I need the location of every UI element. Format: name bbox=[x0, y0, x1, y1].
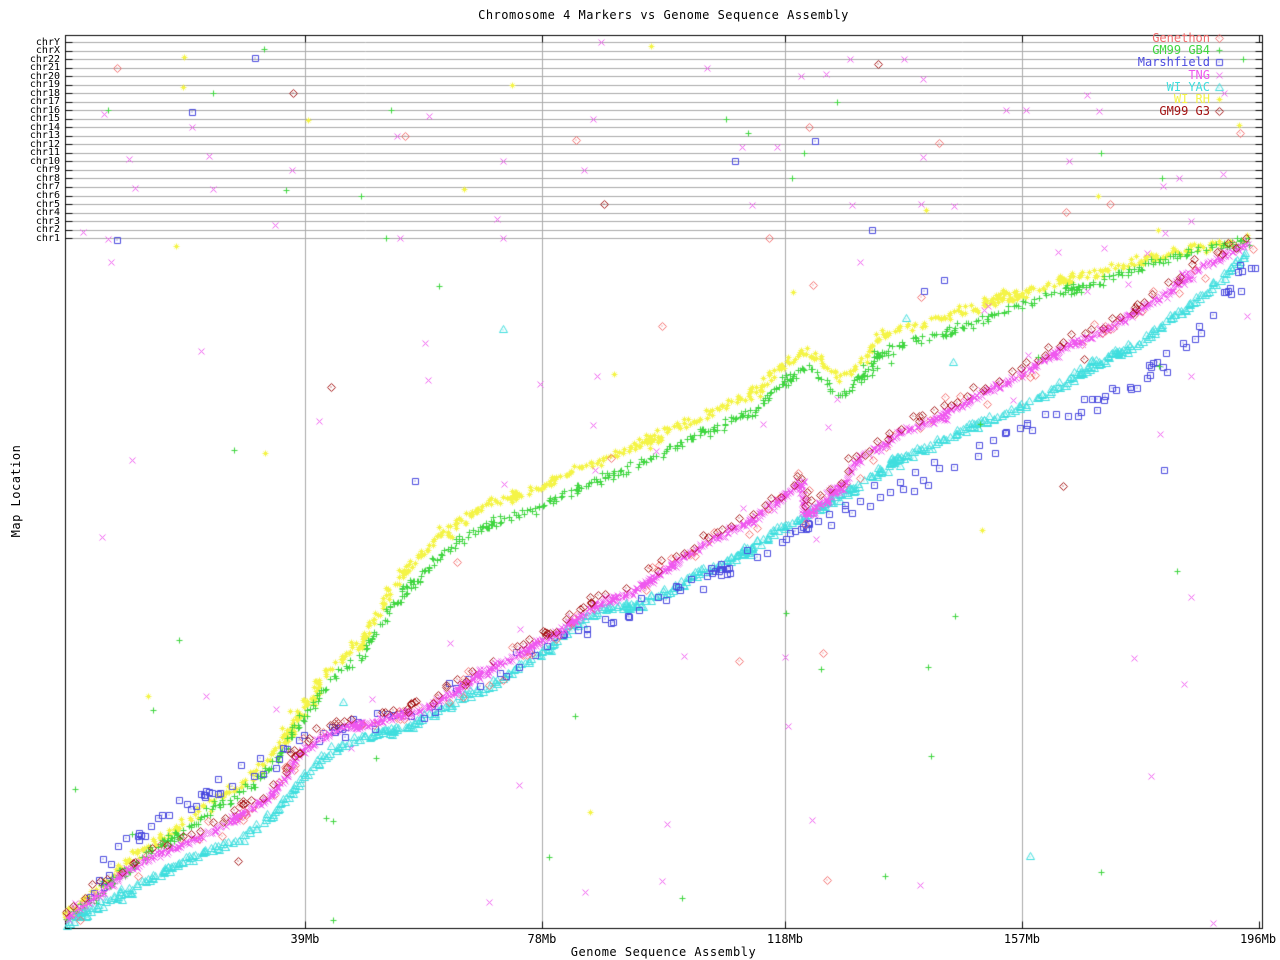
chr-label-chr7: chr7 bbox=[35, 181, 60, 193]
legend-label: WI RH bbox=[1173, 92, 1210, 106]
legend-label: GM99 G3 bbox=[1159, 104, 1210, 119]
chr-label-chr11: chr11 bbox=[29, 147, 60, 159]
chr-label-chr6: chr6 bbox=[35, 190, 60, 201]
chr-label-chr16: chr16 bbox=[29, 104, 60, 116]
chr-label-chr21: chr21 bbox=[29, 62, 60, 74]
chr-label-chr18: chr18 bbox=[29, 87, 60, 99]
chr-label-chr20: chr20 bbox=[29, 70, 60, 82]
legend-label: WI YAC bbox=[1166, 79, 1210, 94]
y-axis-label: Map Location bbox=[9, 444, 23, 538]
chr-label-chr4: chr4 bbox=[35, 207, 60, 219]
x-tick-118Mb: 118Mb bbox=[766, 932, 804, 946]
legend-entry-tng: TNG bbox=[1188, 67, 1226, 82]
chr-label-chr13: chr13 bbox=[29, 130, 60, 142]
legend-entry-gm99-g3: GM99 G3 bbox=[1159, 104, 1226, 119]
triangle-dot-icon bbox=[1213, 80, 1226, 94]
chr-label-chr22: chr22 bbox=[29, 53, 60, 65]
x-tick-157Mb: 157Mb bbox=[1003, 932, 1040, 946]
chr-label-chr15: chr15 bbox=[29, 113, 60, 125]
x-tick-196Mb: 196Mb bbox=[1239, 932, 1277, 946]
x-tick-78Mb: 78Mb bbox=[527, 932, 557, 946]
chr-label-chr12: chr12 bbox=[29, 138, 60, 150]
x-tick-39Mb: 39Mb bbox=[290, 932, 320, 946]
legend-label: Marshfield bbox=[1137, 55, 1210, 70]
chr-label-chrX: chrX bbox=[35, 45, 60, 57]
chr-label-chr10: chr10 bbox=[29, 155, 60, 167]
chr-label-chr19: chr19 bbox=[29, 79, 60, 91]
plus-icon bbox=[1213, 44, 1226, 58]
chr-label-chr14: chr14 bbox=[29, 121, 60, 133]
legend-entry-genethon: Genethon bbox=[1152, 32, 1226, 45]
chr-label-chr5: chr5 bbox=[35, 198, 60, 210]
chr-label-chr2: chr2 bbox=[35, 224, 60, 236]
chr-label-chr1: chr1 bbox=[35, 232, 60, 244]
chr-label-chr17: chr17 bbox=[29, 96, 60, 108]
legend-label: Genethon bbox=[1152, 31, 1210, 45]
legend-entry-wi-rh: WI RH bbox=[1174, 93, 1226, 106]
chr-label-chr3: chr3 bbox=[35, 215, 60, 227]
legend-entry-wi-yac: WI YAC bbox=[1166, 79, 1226, 94]
legend-label: TNG bbox=[1188, 67, 1210, 82]
legend-entry-marshfield: Marshfield bbox=[1137, 55, 1226, 70]
chr-label-chr8: chr8 bbox=[35, 172, 60, 184]
diamond-dot-icon bbox=[1213, 105, 1226, 119]
asterisk-icon bbox=[1213, 93, 1226, 106]
cross-icon bbox=[1213, 68, 1226, 82]
x-axis-label: Genome Sequence Assembly bbox=[570, 945, 757, 959]
diamond-dot-icon bbox=[1213, 32, 1226, 45]
chr-label-chrY: chrY bbox=[35, 36, 60, 48]
chr-label-chr9: chr9 bbox=[35, 164, 60, 176]
square-dot-icon bbox=[1213, 56, 1226, 70]
legend-entry-gm99-gb4: GM99 GB4 bbox=[1152, 43, 1226, 58]
chart-title: Chromosome 4 Markers vs Genome Sequence … bbox=[478, 8, 849, 22]
legend-label: GM99 GB4 bbox=[1152, 43, 1210, 58]
